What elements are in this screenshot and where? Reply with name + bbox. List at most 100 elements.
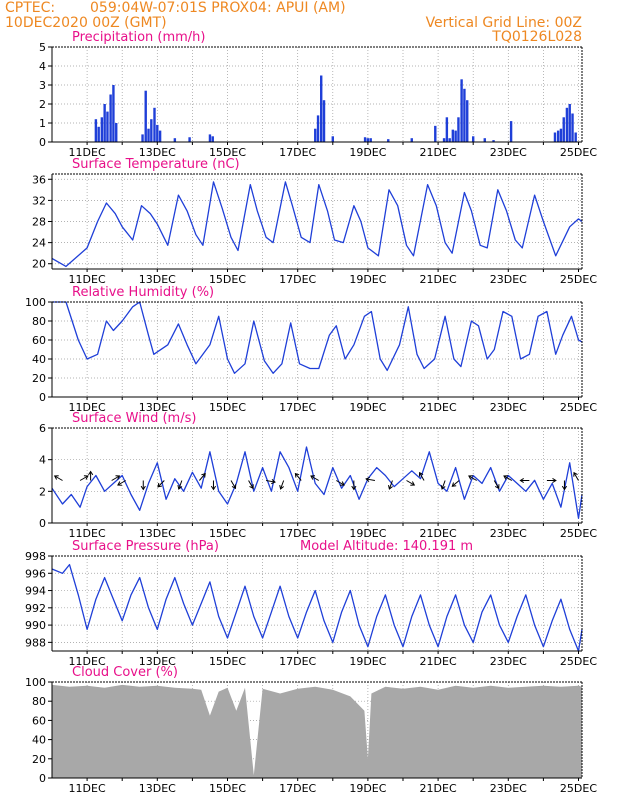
- wind-vector-shaft: [111, 475, 120, 481]
- precip-bar: [460, 79, 463, 142]
- wind-vector-head: [365, 476, 370, 482]
- wind-vector: [230, 480, 237, 490]
- header-source: CPTEC:: [5, 0, 55, 16]
- wind-vector-shaft: [280, 480, 285, 490]
- precip-bar: [434, 125, 437, 142]
- pressure-ytick-label: 992: [25, 602, 46, 615]
- wind-vector-shaft: [310, 475, 320, 481]
- wind-vector-head: [210, 485, 217, 491]
- wind-vector-shaft: [493, 480, 500, 489]
- precip-bar: [574, 132, 577, 142]
- precip-bar: [94, 119, 98, 142]
- precip-bar: [387, 139, 390, 142]
- precip-bar: [410, 138, 413, 142]
- wind-vector-shaft: [199, 473, 206, 481]
- humidity-ytick-label: 60: [32, 334, 46, 347]
- wind-vector-head: [249, 484, 254, 490]
- humidity-ytick-label: 100: [25, 296, 46, 309]
- temperature-xtick-label: 25DEC: [560, 273, 597, 286]
- wind-vector: [365, 476, 376, 482]
- precip-bar: [466, 100, 469, 142]
- wind-vector-shaft: [503, 475, 513, 481]
- pressure-ytick-label: 994: [25, 585, 46, 598]
- wind-vector: [451, 480, 460, 487]
- wind-ytick-label: 0: [39, 517, 46, 530]
- precip-bar: [565, 107, 569, 142]
- precip-bar: [211, 136, 214, 142]
- wind-vector-head: [451, 482, 457, 487]
- precip-bar: [109, 94, 112, 142]
- wind-vector-shaft: [468, 475, 477, 481]
- pressure-ytick-label: 998: [25, 550, 46, 563]
- wind-vector-shaft: [388, 480, 393, 490]
- precip-bar: [106, 111, 109, 142]
- wind-vector: [406, 480, 416, 486]
- wind-vector: [177, 480, 183, 490]
- humidity-xtick-label: 23DEC: [490, 401, 527, 414]
- humidity-xtick-label: 17DEC: [279, 401, 316, 414]
- precip-xtick-label: 25DEC: [560, 146, 597, 159]
- humidity-ytick-label: 20: [32, 372, 46, 385]
- humidity-xtick-label: 13DEC: [139, 401, 176, 414]
- precip-bar: [158, 130, 162, 142]
- pressure-ytick-label: 996: [25, 567, 46, 580]
- pressure-xtick-label: 17DEC: [279, 655, 316, 668]
- cloud-ytick-label: 20: [32, 753, 46, 766]
- wind-vector-head: [177, 484, 183, 490]
- precip-bar: [97, 126, 100, 142]
- wind-plot-bg: [52, 428, 582, 523]
- precip-bar: [314, 128, 317, 142]
- wind-vector-shaft: [117, 480, 126, 486]
- wind-vector-head: [388, 484, 393, 490]
- precip-bar: [320, 75, 323, 142]
- wind-vector-head: [503, 475, 509, 480]
- precip-xtick-label: 17DEC: [279, 146, 316, 159]
- temperature-title: Surface Temperature (nC): [72, 157, 240, 172]
- pressure-xtick-label: 11DEC: [69, 655, 106, 668]
- pressure-panel: 988 990 992 994 996 998 11DEC 13DEC 15DEC 17DEC 19…: [25, 539, 597, 668]
- temperature-xtick-label: 23DEC: [490, 273, 527, 286]
- humidity-xtick-label: 21DEC: [420, 401, 457, 414]
- precip-bar: [568, 104, 571, 142]
- pressure-ytick-label: 990: [25, 619, 46, 632]
- humidity-xtick-label: 25DEC: [560, 401, 597, 414]
- precip-bar: [451, 129, 455, 142]
- humidity-line: [52, 301, 583, 374]
- precip-bar: [144, 90, 147, 142]
- wind-vector-head: [157, 482, 163, 488]
- cloud-xtick-label: 17DEC: [279, 782, 316, 795]
- wind-vector: [519, 477, 530, 484]
- wind-xtick-label: 17DEC: [279, 527, 316, 540]
- precip-bar: [556, 130, 560, 142]
- cloud-xtick-label: 21DEC: [420, 782, 457, 795]
- precip-bar: [322, 100, 326, 142]
- precip-bar: [369, 138, 372, 142]
- wind-xtick-label: 11DEC: [69, 527, 106, 540]
- temperature-ytick-label: 24: [32, 237, 46, 250]
- wind-vector: [266, 479, 276, 485]
- wind-vector-head: [279, 484, 285, 490]
- temperature-xtick-label: 13DEC: [139, 273, 176, 286]
- humidity-ytick-label: 0: [39, 391, 46, 404]
- cloud-title: Cloud Cover (%): [72, 665, 178, 680]
- wind-vector-head: [201, 472, 206, 478]
- wind-vector-shaft: [295, 473, 302, 481]
- wind-vector-shaft: [419, 472, 425, 481]
- wind-vector: [140, 480, 146, 491]
- precip-xtick-label: 23DEC: [490, 146, 527, 159]
- wind-xtick-label: 23DEC: [490, 527, 527, 540]
- humidity-xtick-label: 15DEC: [209, 401, 246, 414]
- wind-vector: [561, 480, 568, 491]
- wind-panel: 0 2 4 6 11DEC 13DEC 15DEC 17DEC 19DEC 21DEC 23DEC 2…: [39, 411, 597, 540]
- precip-ytick-label: 2: [39, 98, 46, 111]
- wind-vector: [418, 471, 425, 481]
- temperature-ytick-label: 20: [32, 258, 46, 271]
- wind-vector: [53, 475, 63, 481]
- wind-vector: [279, 480, 285, 490]
- precip-bar: [553, 132, 557, 142]
- pressure-xtick-label: 19DEC: [349, 655, 386, 668]
- precip-bar: [112, 85, 115, 142]
- wind-vector: [573, 471, 579, 481]
- precip-xtick-label: 15DEC: [209, 146, 246, 159]
